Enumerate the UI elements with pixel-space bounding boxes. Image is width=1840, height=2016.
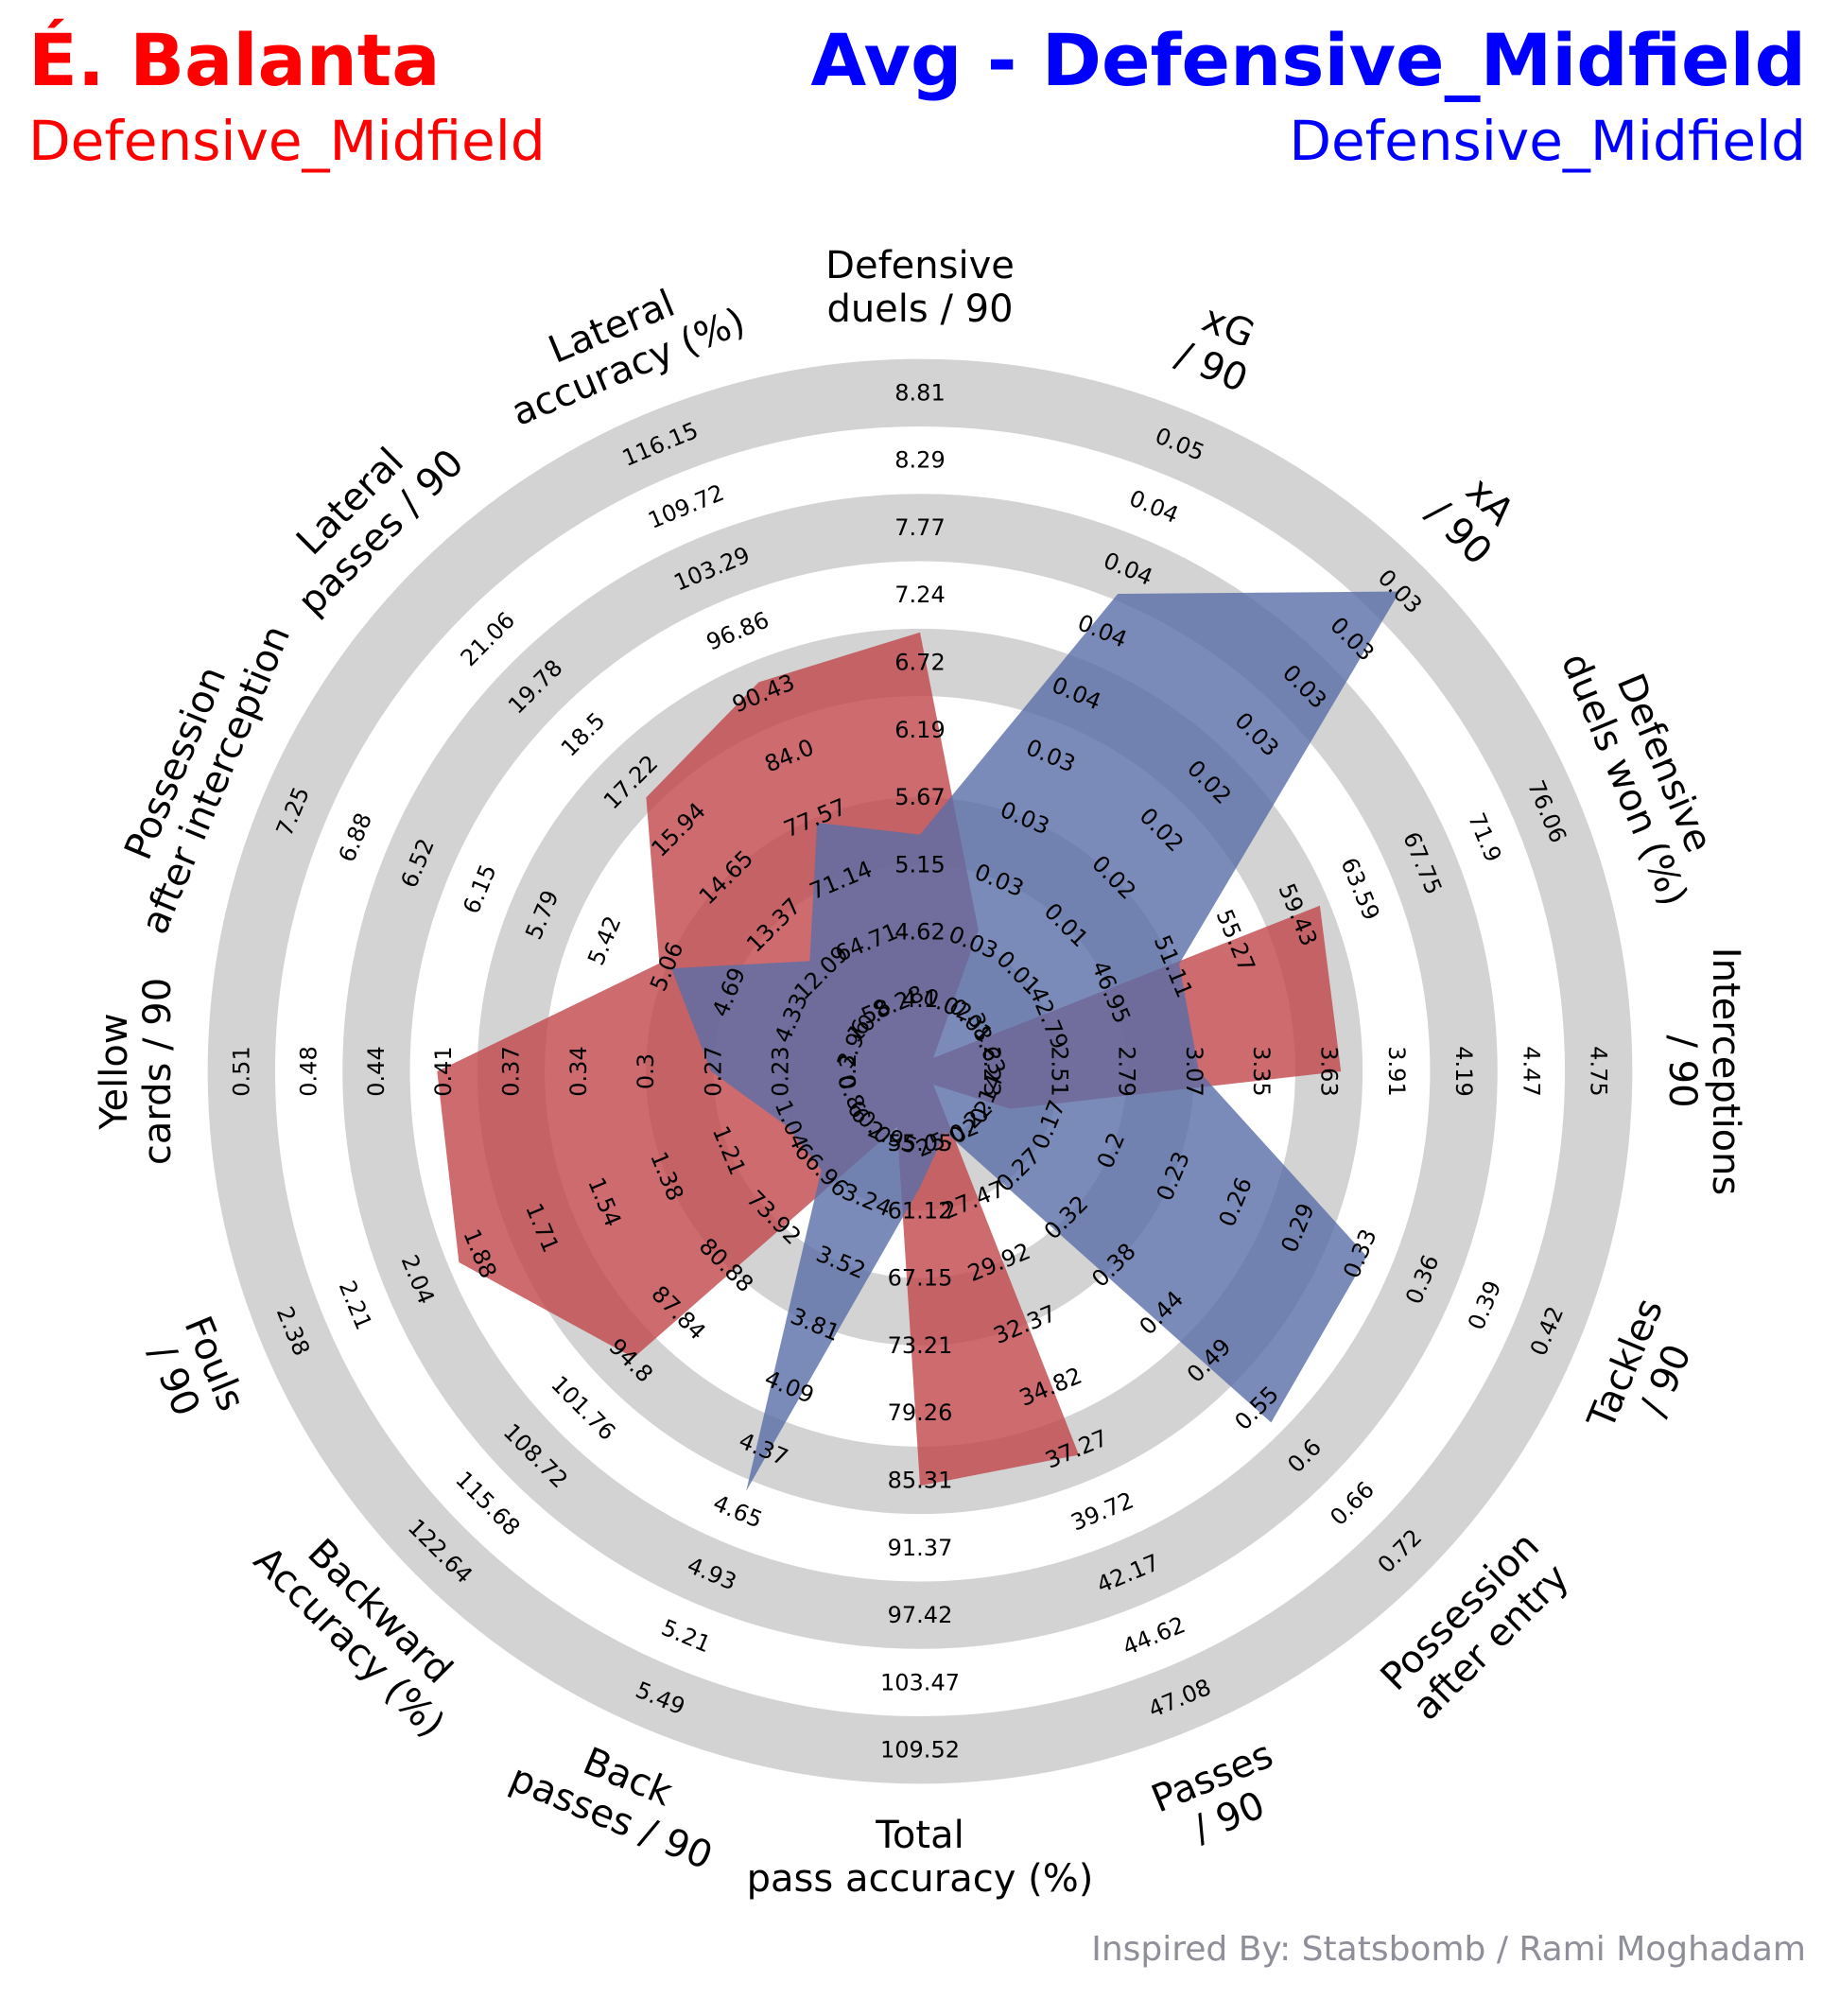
tick-label: 0.34 bbox=[565, 1046, 592, 1096]
tick-label: 91.37 bbox=[888, 1535, 953, 1561]
comparison-position-subtitle: Defensive_Midfield bbox=[1289, 109, 1806, 173]
radar-polygons bbox=[437, 591, 1400, 1491]
tick-label: 0.44 bbox=[363, 1046, 390, 1096]
tick-label: 63.59 bbox=[1335, 854, 1384, 924]
tick-label: 96.86 bbox=[703, 606, 772, 655]
tick-label: 21.06 bbox=[456, 607, 520, 671]
parameter-label: Interceptions/ 90 bbox=[1660, 947, 1747, 1195]
tick-label: 4.62 bbox=[894, 919, 945, 946]
tick-label: 3.91 bbox=[1383, 1046, 1410, 1096]
tick-label: 6.88 bbox=[334, 809, 377, 866]
tick-label: 8.81 bbox=[894, 379, 945, 406]
tick-label: 0.3 bbox=[633, 1053, 659, 1089]
tick-label: 0.48 bbox=[296, 1046, 322, 1096]
parameter-label: Yellowcards / 90 bbox=[93, 978, 180, 1165]
tick-label: 2.51 bbox=[1046, 1046, 1072, 1096]
tick-label: 2.21 bbox=[334, 1277, 377, 1333]
tick-label: 0.23 bbox=[768, 1046, 794, 1096]
tick-label: 4.1 bbox=[902, 986, 938, 1013]
comparison-radar-polygon bbox=[671, 591, 1400, 1491]
tick-label: 0.04 bbox=[1125, 485, 1182, 529]
credit-text: Inspired By: Statsbomb / Rami Moghadam bbox=[1091, 1930, 1806, 1969]
tick-label: 5.15 bbox=[894, 851, 945, 878]
tick-label: 3.07 bbox=[1181, 1046, 1207, 1096]
parameter-label: xG/ 90 bbox=[1170, 293, 1270, 401]
tick-label: 5.67 bbox=[894, 784, 945, 810]
parameter-label: xA/ 90 bbox=[1417, 461, 1531, 574]
tick-label: 0.51 bbox=[228, 1046, 254, 1096]
tick-label: 0.39 bbox=[1463, 1277, 1506, 1333]
tick-label: 0.27 bbox=[700, 1046, 726, 1096]
tick-label: 8.29 bbox=[894, 447, 945, 474]
player-name-title: É. Balanta bbox=[28, 18, 441, 102]
tick-label: 39.72 bbox=[1068, 1486, 1137, 1536]
tick-label: 2.23 bbox=[979, 1046, 1005, 1096]
parameter-label: Tackles/ 90 bbox=[1579, 1293, 1712, 1452]
ring-band bbox=[207, 358, 1633, 1784]
tick-label: 6.19 bbox=[894, 717, 945, 743]
tick-label: 44.62 bbox=[1119, 1611, 1189, 1660]
tick-label: 2.79 bbox=[1114, 1046, 1140, 1096]
ring-band bbox=[342, 494, 1498, 1649]
parameter-label: Passes/ 90 bbox=[1145, 1733, 1295, 1862]
tick-label: 67.15 bbox=[888, 1265, 953, 1292]
player-position-subtitle: Defensive_Midfield bbox=[28, 109, 546, 173]
tick-label: 79.26 bbox=[888, 1399, 953, 1426]
tick-label: 4.75 bbox=[1586, 1046, 1612, 1096]
parameter-label: Total pass accuracy (%) bbox=[747, 1814, 1094, 1901]
tick-label: 4.65 bbox=[709, 1489, 766, 1533]
tick-label: 6.72 bbox=[894, 650, 945, 676]
tick-label: 97.42 bbox=[888, 1602, 953, 1628]
tick-label: 7.77 bbox=[894, 514, 945, 541]
tick-label: 4.19 bbox=[1450, 1046, 1477, 1096]
tick-label: 18.5 bbox=[556, 707, 611, 762]
tick-label: 5.21 bbox=[658, 1614, 715, 1658]
tick-label: 3.63 bbox=[1316, 1046, 1343, 1096]
tick-label: 71.9 bbox=[1463, 809, 1506, 866]
tick-label: 55.05 bbox=[888, 1130, 953, 1156]
tick-label: 85.31 bbox=[888, 1468, 953, 1494]
tick-label: 0.37 bbox=[498, 1046, 525, 1096]
tick-label: 73.21 bbox=[888, 1332, 953, 1359]
tick-label: 109.52 bbox=[880, 1737, 960, 1764]
tick-label: 0.2 bbox=[835, 1053, 861, 1089]
tick-label: 0.41 bbox=[430, 1046, 457, 1096]
comparison-name-title: Avg - Defensive_Midfield bbox=[810, 18, 1806, 102]
tick-label: 5.42 bbox=[582, 912, 626, 969]
tick-label: 109.72 bbox=[644, 479, 727, 534]
tick-label: 0.66 bbox=[1325, 1476, 1380, 1531]
tick-label: 4.47 bbox=[1518, 1046, 1544, 1096]
tick-label: 61.12 bbox=[888, 1197, 953, 1224]
tick-label: 7.24 bbox=[894, 582, 945, 608]
tick-label: 3.35 bbox=[1248, 1046, 1275, 1096]
parameter-label: Fouls/ 90 bbox=[135, 1311, 253, 1434]
tick-label: 6.15 bbox=[458, 860, 501, 917]
tick-label: 103.47 bbox=[880, 1669, 960, 1695]
parameter-label: Defensive duels / 90 bbox=[825, 244, 1015, 331]
